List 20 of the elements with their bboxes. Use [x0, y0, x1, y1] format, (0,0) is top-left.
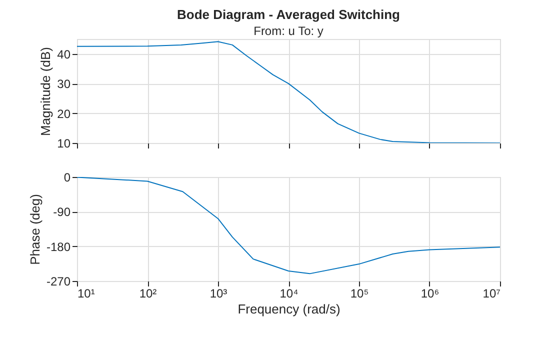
y-axis-title: Magnitude (dB)	[38, 47, 54, 136]
chart-title: Bode Diagram - Averaged Switching	[177, 7, 400, 22]
x-tick-label: 10⁴	[280, 286, 298, 300]
y-tick-label: 10	[57, 136, 71, 150]
x-axis-title: Frequency (rad/s)	[238, 302, 340, 316]
x-tick-label: 10⁵	[350, 286, 369, 300]
y-tick-label: 30	[57, 77, 71, 92]
x-tick-label: 10⁷	[482, 286, 500, 300]
y-tick-label: -180	[46, 240, 71, 254]
x-tick-label: 10³	[210, 286, 228, 300]
x-tick-label: 10²	[139, 286, 157, 300]
y-tick-label: -270	[46, 274, 71, 288]
chart-subtitle: From: u To: y	[254, 24, 324, 38]
y-tick-label: 0	[64, 170, 71, 184]
y-axis-title: Phase (deg)	[27, 194, 42, 265]
y-tick-label: 20	[57, 106, 71, 121]
y-tick-label: -90	[53, 205, 71, 220]
y-tick-label: 40	[57, 47, 71, 62]
x-tick-label: 10¹	[78, 286, 95, 300]
x-tick-label: 10⁶	[420, 286, 440, 300]
